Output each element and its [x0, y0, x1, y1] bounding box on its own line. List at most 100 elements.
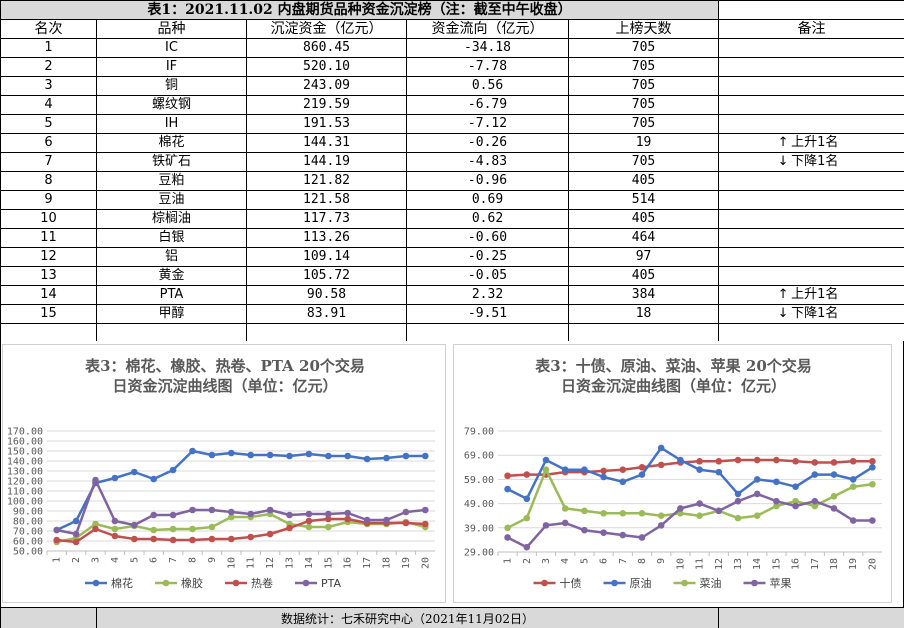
variety-cell[interactable]: 豆粕 [96, 171, 247, 191]
days-cell[interactable]: 705 [567, 38, 720, 58]
header-note[interactable]: 备注 [718, 19, 904, 39]
rank-cell[interactable]: 13 [0, 266, 97, 286]
days-cell[interactable]: 705 [567, 57, 720, 77]
rank-cell[interactable]: 12 [0, 247, 97, 267]
days-cell[interactable]: 705 [567, 76, 720, 96]
flow-cell[interactable]: -0.25 [406, 247, 569, 267]
days-cell[interactable]: 18 [567, 304, 720, 324]
flow-cell[interactable]: -0.60 [406, 228, 569, 248]
flow-cell[interactable]: -9.51 [406, 304, 569, 324]
footer-blank-cell[interactable] [0, 607, 97, 628]
rank-cell[interactable]: 5 [0, 114, 97, 134]
days-cell[interactable]: 464 [567, 228, 720, 248]
chart-panel-left[interactable]: 表3：棉花、橡胶、热卷、PTA 20个交易 日资金沉淀曲线图（单位：亿元） 50.0… [2, 344, 446, 603]
note-cell[interactable]: ↓ 下降1名 [718, 152, 904, 172]
flow-cell[interactable]: -4.83 [406, 152, 569, 172]
note-cell[interactable] [718, 190, 904, 210]
days-cell[interactable]: 705 [567, 114, 720, 134]
days-cell[interactable]: 514 [567, 190, 720, 210]
flow-cell[interactable]: -0.96 [406, 171, 569, 191]
variety-cell[interactable]: 铝 [96, 247, 247, 267]
note-cell[interactable] [718, 171, 904, 191]
note-cell[interactable]: ↑ 上升1名 [718, 285, 904, 305]
variety-cell[interactable]: IC [96, 38, 247, 58]
variety-cell[interactable]: IF [96, 57, 247, 77]
capital-cell[interactable]: 520.10 [246, 57, 407, 77]
table-title[interactable]: 表1：2021.11.02 内盘期货品种资金沉淀榜（注：截至中午收盘） [0, 0, 720, 20]
header-variety[interactable]: 品种 [96, 19, 247, 39]
note-cell[interactable] [718, 323, 904, 343]
rank-cell[interactable]: 15 [0, 304, 97, 324]
rank-cell[interactable]: 8 [0, 171, 97, 191]
rank-cell[interactable]: 11 [0, 228, 97, 248]
chart-panel-right[interactable]: 表3：十债、原油、菜油、苹果 20个交易 日资金沉淀曲线图（单位：亿元） 29.00… [453, 344, 892, 603]
capital-cell[interactable]: 121.58 [246, 190, 407, 210]
variety-cell[interactable]: 螺纹钢 [96, 95, 247, 115]
capital-cell[interactable]: 90.58 [246, 285, 407, 305]
flow-cell[interactable]: 2.32 [406, 285, 569, 305]
header-flow[interactable]: 资金流向（亿元） [406, 19, 569, 39]
capital-cell[interactable]: 83.91 [246, 304, 407, 324]
note-cell[interactable] [718, 228, 904, 248]
capital-cell[interactable]: 105.72 [246, 266, 407, 286]
flow-cell[interactable]: -6.79 [406, 95, 569, 115]
variety-cell[interactable]: 甲醇 [96, 304, 247, 324]
days-cell[interactable]: 384 [567, 285, 720, 305]
header-days[interactable]: 上榜天数 [567, 19, 720, 39]
note-cell[interactable] [718, 247, 904, 267]
variety-cell[interactable]: 黄金 [96, 266, 247, 286]
capital-cell[interactable]: 860.45 [246, 38, 407, 58]
table-title-blank-cell[interactable] [718, 0, 904, 20]
note-cell[interactable] [718, 209, 904, 229]
flow-cell[interactable]: -0.05 [406, 266, 569, 286]
capital-cell[interactable]: 219.59 [246, 95, 407, 115]
variety-cell[interactable]: 棉花 [96, 133, 247, 153]
variety-cell[interactable]: IH [96, 114, 247, 134]
footer-blank-cell[interactable] [718, 607, 904, 628]
note-cell[interactable] [718, 95, 904, 115]
rank-cell[interactable]: 1 [0, 38, 97, 58]
variety-cell[interactable]: 棕榈油 [96, 209, 247, 229]
days-cell[interactable]: 405 [567, 171, 720, 191]
variety-cell[interactable] [96, 323, 247, 343]
note-cell[interactable]: ↓ 下降1名 [718, 304, 904, 324]
days-cell[interactable]: 97 [567, 247, 720, 267]
rank-cell[interactable]: 2 [0, 57, 97, 77]
capital-cell[interactable]: 144.19 [246, 152, 407, 172]
rank-cell[interactable]: 10 [0, 209, 97, 229]
note-cell[interactable] [718, 114, 904, 134]
days-cell[interactable]: 405 [567, 266, 720, 286]
variety-cell[interactable]: 铁矿石 [96, 152, 247, 172]
flow-cell[interactable]: 0.56 [406, 76, 569, 96]
variety-cell[interactable]: PTA [96, 285, 247, 305]
capital-cell[interactable] [246, 323, 407, 343]
flow-cell[interactable]: -0.26 [406, 133, 569, 153]
flow-cell[interactable]: -7.12 [406, 114, 569, 134]
days-cell[interactable]: 19 [567, 133, 720, 153]
note-cell[interactable]: ↑ 上升1名 [718, 133, 904, 153]
flow-cell[interactable]: 0.69 [406, 190, 569, 210]
rank-cell[interactable]: 3 [0, 76, 97, 96]
flow-cell[interactable]: -7.78 [406, 57, 569, 77]
variety-cell[interactable]: 铜 [96, 76, 247, 96]
capital-cell[interactable]: 113.26 [246, 228, 407, 248]
rank-cell[interactable]: 6 [0, 133, 97, 153]
flow-cell[interactable]: -34.18 [406, 38, 569, 58]
note-cell[interactable] [718, 266, 904, 286]
rank-cell[interactable]: 9 [0, 190, 97, 210]
variety-cell[interactable]: 豆油 [96, 190, 247, 210]
capital-cell[interactable]: 121.82 [246, 171, 407, 191]
header-capital[interactable]: 沉淀资金（亿元） [246, 19, 407, 39]
header-rank[interactable]: 名次 [0, 19, 97, 39]
capital-cell[interactable]: 191.53 [246, 114, 407, 134]
rank-cell[interactable] [0, 323, 97, 343]
rank-cell[interactable]: 14 [0, 285, 97, 305]
note-cell[interactable] [718, 38, 904, 58]
variety-cell[interactable]: 白银 [96, 228, 247, 248]
flow-cell[interactable] [406, 323, 569, 343]
days-cell[interactable]: 705 [567, 95, 720, 115]
note-cell[interactable] [718, 76, 904, 96]
footer-source[interactable]: 数据统计：七禾研究中心（2021年11月02日） [95, 607, 720, 628]
capital-cell[interactable]: 243.09 [246, 76, 407, 96]
capital-cell[interactable]: 109.14 [246, 247, 407, 267]
